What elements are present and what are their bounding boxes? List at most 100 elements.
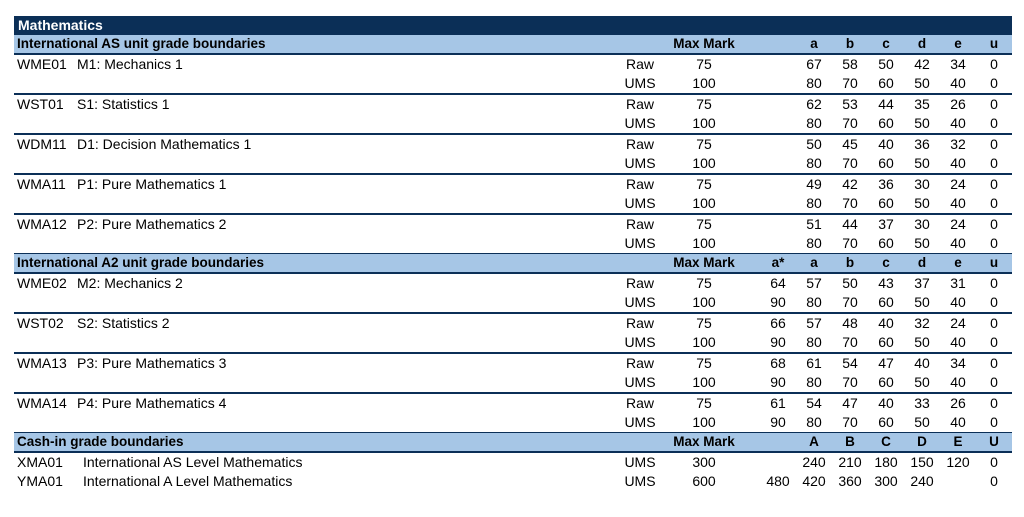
max-mark-value: 100 <box>692 195 716 211</box>
boundary-value: 0 <box>990 414 998 430</box>
table-row: XMA01 International AS Level Mathematics U… <box>14 453 1012 472</box>
boundary-value: 0 <box>990 355 998 371</box>
boundary-value: 0 <box>990 75 998 91</box>
max-mark-value: 100 <box>692 294 716 310</box>
boundary-value: 40 <box>878 315 894 331</box>
mark-type: UMS <box>624 235 656 251</box>
boundary-value: 80 <box>806 115 822 131</box>
section-body-as: WME01 M1: Mechanics 1 Raw 75 67 58 50 42 34 0 UMS 1… <box>14 55 1012 253</box>
boundary-value: 70 <box>842 155 858 171</box>
boundary-value: 90 <box>770 334 786 350</box>
boundary-value: 40 <box>950 374 966 390</box>
unit-title: S2: Statistics 2 <box>77 315 170 331</box>
boundary-value: 40 <box>878 395 894 411</box>
boundary-value: 80 <box>806 155 822 171</box>
boundary-value: 40 <box>950 334 966 350</box>
boundary-value: 45 <box>842 136 858 152</box>
boundary-value: 0 <box>990 315 998 331</box>
boundary-value: 0 <box>990 216 998 232</box>
boundary-value: 26 <box>950 96 966 112</box>
boundary-value: 42 <box>914 56 930 72</box>
grade-header: c <box>882 255 890 270</box>
table-row: WMA13 P3: Pure Mathematics 3 Raw 75 68 61 54 47… <box>14 352 1012 373</box>
boundary-value: 43 <box>878 275 894 291</box>
boundary-value: 60 <box>878 115 894 131</box>
max-mark-value: 100 <box>692 75 716 91</box>
max-mark-value: 100 <box>692 155 716 171</box>
unit-code: WMA14 <box>17 395 67 411</box>
boundary-value: 40 <box>950 235 966 251</box>
grade-header: a <box>810 36 818 51</box>
table-row: WDM11 D1: Decision Mathematics 1 Raw 75 50 45… <box>14 133 1012 154</box>
mark-type: Raw <box>625 56 654 72</box>
boundary-value: 60 <box>878 75 894 91</box>
boundary-value: 0 <box>990 96 998 112</box>
grade-header: e <box>954 36 962 51</box>
boundary-value: 40 <box>878 136 894 152</box>
boundary-value: 70 <box>842 115 858 131</box>
boundary-value: 40 <box>950 414 966 430</box>
boundary-value: 60 <box>878 195 894 211</box>
unit-title: M1: Mechanics 1 <box>77 56 183 72</box>
boundary-value: 57 <box>806 275 822 291</box>
boundary-value: 210 <box>838 454 862 470</box>
boundary-value: 80 <box>806 195 822 211</box>
boundary-value: 35 <box>914 96 930 112</box>
boundary-value: 58 <box>842 56 858 72</box>
boundary-value: 50 <box>914 115 930 131</box>
boundary-value: 51 <box>806 216 822 232</box>
boundary-value: 54 <box>806 395 822 411</box>
boundary-value: 53 <box>842 96 858 112</box>
boundary-value: 90 <box>770 414 786 430</box>
boundary-value: 60 <box>878 414 894 430</box>
mark-type: Raw <box>625 216 654 232</box>
grade-header: C <box>881 434 891 449</box>
boundary-value: 57 <box>806 315 822 331</box>
boundary-value: 50 <box>914 195 930 211</box>
boundary-value: 49 <box>806 176 822 192</box>
qualification-name: XMA01 International AS Level Mathematics <box>17 453 302 472</box>
boundary-value: 360 <box>838 473 862 489</box>
grade-header: U <box>989 434 999 449</box>
boundary-value: 80 <box>806 414 822 430</box>
unit-title: P2: Pure Mathematics 2 <box>77 216 227 232</box>
max-mark-value: 75 <box>696 96 712 112</box>
section-header-as: International AS unit grade boundaries M… <box>14 34 1012 55</box>
grade-header: u <box>989 36 999 51</box>
max-mark-value: 100 <box>692 374 716 390</box>
mark-type: UMS <box>624 155 656 171</box>
boundary-value: 50 <box>806 136 822 152</box>
unit-title: D1: Decision Mathematics 1 <box>77 136 252 152</box>
grade-header: b <box>845 36 855 51</box>
max-mark-value: 75 <box>696 56 712 72</box>
grade-header: B <box>845 434 855 449</box>
table-row: WST01 S1: Statistics 1 Raw 75 62 53 44 35 26 0 <box>14 93 1012 114</box>
max-mark-header: Max Mark <box>673 255 735 270</box>
mark-type: UMS <box>624 294 656 310</box>
unit-title: P3: Pure Mathematics 3 <box>77 355 227 371</box>
boundary-value: 26 <box>950 395 966 411</box>
section-body-cashin: XMA01 International AS Level Mathematics U… <box>14 453 1012 491</box>
boundary-value: 40 <box>914 355 930 371</box>
mark-type: UMS <box>624 334 656 350</box>
max-mark-value: 75 <box>696 136 712 152</box>
boundary-value: 80 <box>806 334 822 350</box>
mark-type: Raw <box>625 355 654 371</box>
mark-type: Raw <box>625 176 654 192</box>
boundary-value: 50 <box>878 56 894 72</box>
mark-type: UMS <box>624 414 656 430</box>
unit-code: WMA12 <box>17 216 67 232</box>
boundary-value: 70 <box>842 374 858 390</box>
boundary-value: 180 <box>874 454 898 470</box>
table-row: UMS 100 80 70 60 50 40 0 <box>14 114 1012 133</box>
boundary-value: 90 <box>770 294 786 310</box>
boundary-value: 0 <box>990 56 998 72</box>
grade-header: d <box>917 36 927 51</box>
max-mark-value: 75 <box>696 355 712 371</box>
boundary-value: 80 <box>806 235 822 251</box>
boundary-value: 90 <box>770 374 786 390</box>
boundary-value: 60 <box>878 374 894 390</box>
grade-header: e <box>954 255 962 270</box>
table-row: WMA14 P4: Pure Mathematics 4 Raw 75 61 54 47 40… <box>14 392 1012 413</box>
table-row: UMS 100 90 80 70 60 50 40 0 <box>14 333 1012 352</box>
